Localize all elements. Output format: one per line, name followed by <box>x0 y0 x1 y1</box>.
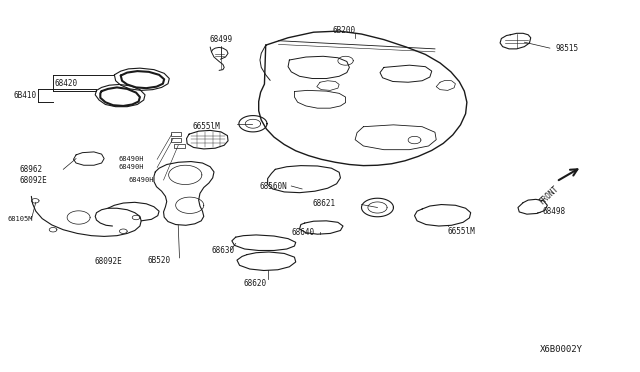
Text: 68640: 68640 <box>292 228 315 237</box>
Text: 68490H: 68490H <box>119 156 145 162</box>
Text: 6B410: 6B410 <box>13 91 36 100</box>
Text: 68490H: 68490H <box>119 164 145 170</box>
Text: 68092E: 68092E <box>94 257 122 266</box>
Bar <box>174 144 184 148</box>
Text: 68105M: 68105M <box>7 217 33 222</box>
Text: 68420: 68420 <box>55 79 78 88</box>
Text: 6655lM: 6655lM <box>192 122 220 131</box>
Text: 68630: 68630 <box>211 246 235 255</box>
Text: 68498: 68498 <box>542 208 565 217</box>
Text: 68499: 68499 <box>209 35 232 44</box>
Text: 68560N: 68560N <box>259 182 287 190</box>
Text: 98515: 98515 <box>555 44 578 53</box>
Text: 68092E: 68092E <box>20 176 47 185</box>
Text: 68620: 68620 <box>243 279 266 288</box>
Text: 68962: 68962 <box>20 165 43 174</box>
Bar <box>171 138 180 141</box>
Text: 6655lM: 6655lM <box>448 227 476 236</box>
Text: 6B200: 6B200 <box>333 26 356 35</box>
Text: 68621: 68621 <box>312 199 335 208</box>
Text: FRONT: FRONT <box>537 184 560 206</box>
Text: 68490H: 68490H <box>129 177 154 183</box>
Text: X6B0002Y: X6B0002Y <box>540 345 583 354</box>
Text: 6B520: 6B520 <box>147 256 171 264</box>
Bar <box>171 132 180 136</box>
